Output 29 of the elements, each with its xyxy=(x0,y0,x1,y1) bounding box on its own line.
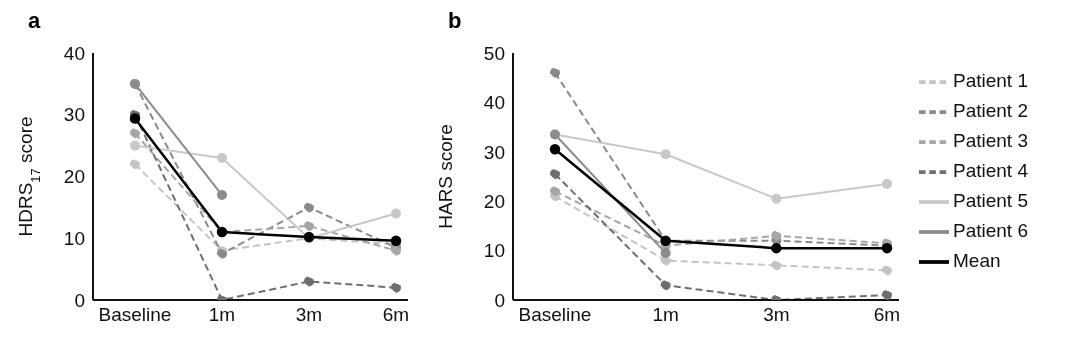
legend-label: Mean xyxy=(953,250,1001,272)
legend-label: Patient 2 xyxy=(953,100,1028,122)
y-tick-label: 50 xyxy=(483,42,505,64)
y-tick-label: 40 xyxy=(483,92,505,114)
legend-label: Patient 6 xyxy=(953,220,1028,242)
y-tick-label: 0 xyxy=(74,289,85,311)
x-tick-label: 3m xyxy=(763,304,790,326)
legend-label: Patient 1 xyxy=(953,70,1028,92)
y-tick-label: 20 xyxy=(63,166,85,188)
chart-title: a xyxy=(28,8,41,34)
y-tick-label: 10 xyxy=(63,227,85,249)
y-tick-label: 20 xyxy=(483,190,505,212)
y-tick-label: 30 xyxy=(483,141,505,163)
y-tick-label: 0 xyxy=(494,289,505,311)
x-tick-label: 3m xyxy=(295,304,323,326)
y-tick-label: 30 xyxy=(63,104,85,126)
x-tick-label: 1m xyxy=(652,304,679,326)
legend-label: Patient 4 xyxy=(953,160,1028,182)
chart-title: b xyxy=(448,8,462,34)
y-tick-label: 40 xyxy=(63,42,85,64)
y-tick-label: 10 xyxy=(483,240,505,262)
x-tick-label: 6m xyxy=(873,304,901,326)
legend-label: Patient 5 xyxy=(953,190,1028,212)
x-tick-label: 6m xyxy=(382,304,410,326)
x-tick-label: Baseline xyxy=(518,304,592,326)
x-tick-label: 1m xyxy=(208,304,236,326)
y-axis-title: HARS score xyxy=(435,124,456,229)
legend-label: Patient 3 xyxy=(953,130,1028,152)
x-tick-label: Baseline xyxy=(98,304,172,326)
